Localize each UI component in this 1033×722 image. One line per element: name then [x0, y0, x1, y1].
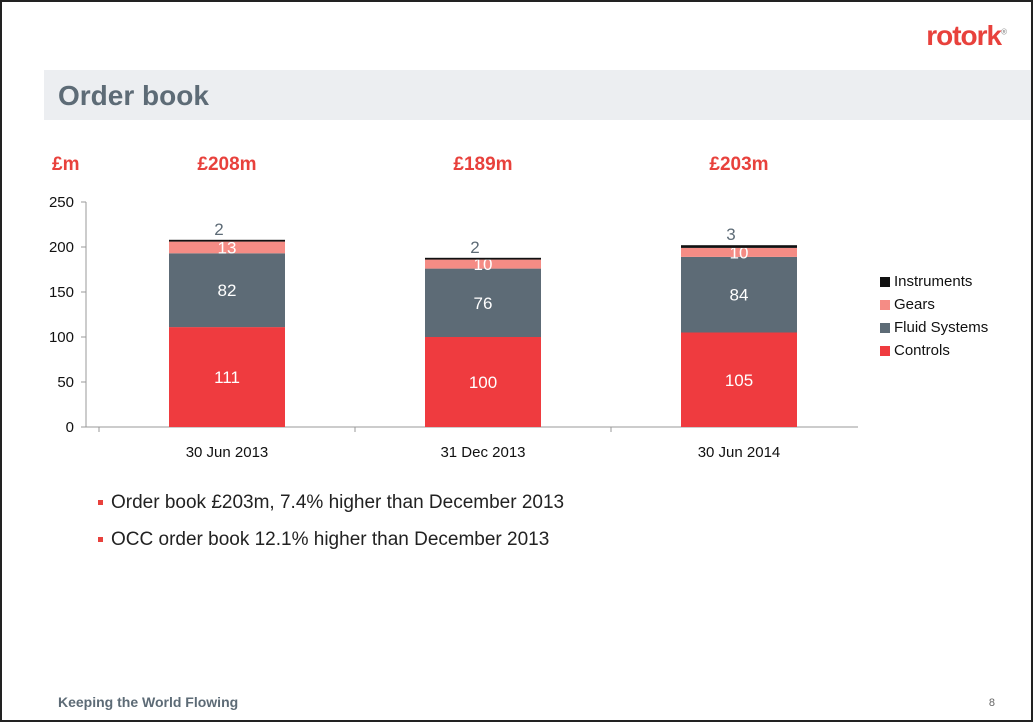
data-label: 111 [214, 368, 240, 387]
legend-swatch [880, 322, 890, 333]
bar-controls [169, 327, 285, 427]
total-label-1: £189m [453, 154, 513, 175]
chart-unit-label: £m [52, 154, 80, 175]
bullet-text: Order book £203m, 7.4% higher than Decem… [111, 492, 565, 513]
data-label: 105 [725, 371, 753, 390]
legend-item: Controls [880, 339, 988, 362]
bar-instruments [425, 257, 541, 260]
legend-label: Gears [894, 296, 935, 313]
x-tick-label: 30 Jun 2014 [698, 444, 781, 461]
bullet-text: OCC order book 12.1% higher than Decembe… [111, 529, 550, 550]
data-label: 2 [214, 220, 223, 239]
total-label-2: £203m [709, 154, 769, 175]
bar-fluid-systems [681, 256, 797, 333]
bullet-item: Order book £203m, 7.4% higher than Decem… [98, 492, 564, 529]
page-title: Order book [58, 80, 209, 111]
data-label: 100 [469, 373, 497, 392]
bullet-list: Order book £203m, 7.4% higher than Decem… [98, 492, 564, 566]
data-label: 84 [730, 286, 749, 305]
bar-fluid-systems [425, 268, 541, 337]
legend-item: Instruments [880, 270, 988, 293]
logo-text: rotork [926, 20, 1002, 51]
x-tick-label: 31 Dec 2013 [440, 444, 525, 461]
data-label: 10 [730, 243, 749, 262]
bar-controls [425, 337, 541, 427]
registered-mark: ® [1001, 27, 1007, 37]
data-label: 10 [474, 255, 493, 274]
legend-item: Fluid Systems [880, 316, 988, 339]
data-label: 3 [726, 225, 735, 244]
chart-legend: Instruments Gears Fluid Systems Controls [880, 270, 988, 362]
rotork-logo: rotork® [926, 20, 1007, 52]
bar-gears [425, 259, 541, 269]
bar-instruments [681, 245, 797, 248]
bar-gears [681, 247, 797, 257]
bullet-square-icon [98, 537, 103, 542]
footer-tagline: Keeping the World Flowing [58, 694, 239, 710]
data-label: 76 [474, 294, 493, 313]
bar-controls [681, 332, 797, 427]
legend-label: Controls [894, 342, 950, 359]
title-bar: Order book [44, 70, 1031, 120]
legend-swatch [880, 276, 890, 287]
total-label-0: £208m [197, 154, 257, 175]
y-tick-label: 0 [66, 419, 74, 436]
legend-label: Fluid Systems [894, 319, 989, 336]
x-tick-label: 30 Jun 2013 [186, 444, 269, 461]
data-label: 82 [218, 281, 237, 300]
bullet-item: OCC order book 12.1% higher than Decembe… [98, 529, 564, 566]
bar-gears [169, 241, 285, 254]
data-label: 13 [218, 238, 237, 257]
legend-label: Instruments [894, 273, 973, 290]
y-tick-label: 50 [57, 374, 74, 391]
legend-item: Gears [880, 293, 988, 316]
page-number: 8 [988, 697, 995, 709]
legend-swatch [880, 299, 890, 310]
y-tick-label: 250 [49, 194, 74, 211]
bar-instruments [169, 239, 285, 242]
y-tick-label: 150 [49, 284, 74, 301]
y-tick-label: 100 [49, 329, 74, 346]
bar-fluid-systems [169, 253, 285, 328]
legend-swatch [880, 345, 890, 356]
y-tick-label: 200 [49, 239, 74, 256]
bullet-square-icon [98, 500, 103, 505]
data-label: 2 [470, 238, 479, 257]
